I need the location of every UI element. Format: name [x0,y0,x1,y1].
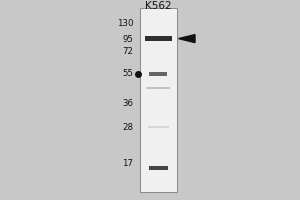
Bar [148,166,168,170]
Text: 28: 28 [122,122,134,132]
Polygon shape [178,35,195,43]
Bar [140,8,177,192]
Text: 95: 95 [123,34,134,44]
Bar [149,72,167,76]
Text: 17: 17 [122,160,134,168]
Bar [148,126,169,128]
Bar [146,87,170,89]
Text: 72: 72 [122,46,134,55]
Text: K562: K562 [145,1,171,11]
Text: 130: 130 [117,19,134,27]
Text: 55: 55 [122,70,134,78]
Bar [145,36,172,41]
Text: 36: 36 [122,99,134,108]
